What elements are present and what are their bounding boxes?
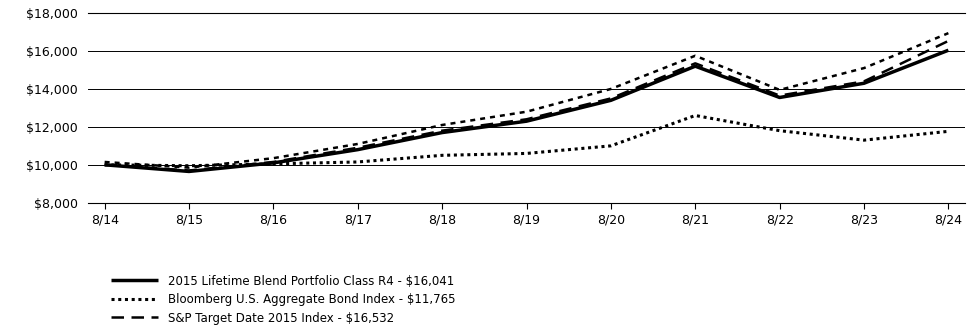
John Hancock 2015 Lifetime Index - $16,942: [267, 156, 279, 160]
2015 Lifetime Blend Portfolio Class R4 - $16,041: [689, 64, 701, 68]
Bloomberg U.S. Aggregate Bond Index - $11,765: [183, 164, 195, 168]
Bloomberg U.S. Aggregate Bond Index - $11,765: [352, 160, 364, 164]
Bloomberg U.S. Aggregate Bond Index - $11,765: [267, 162, 279, 166]
S&P Target Date 2015 Index - $16,532: [521, 117, 532, 121]
S&P Target Date 2015 Index - $16,532: [183, 168, 195, 172]
John Hancock 2015 Lifetime Index - $16,942: [943, 31, 955, 35]
S&P Target Date 2015 Index - $16,532: [436, 129, 448, 133]
Line: Bloomberg U.S. Aggregate Bond Index - $11,765: Bloomberg U.S. Aggregate Bond Index - $1…: [104, 115, 949, 166]
S&P Target Date 2015 Index - $16,532: [605, 96, 617, 100]
2015 Lifetime Blend Portfolio Class R4 - $16,041: [774, 95, 786, 99]
John Hancock 2015 Lifetime Index - $16,942: [689, 54, 701, 58]
Bloomberg U.S. Aggregate Bond Index - $11,765: [605, 144, 617, 148]
John Hancock 2015 Lifetime Index - $16,942: [98, 160, 110, 164]
S&P Target Date 2015 Index - $16,532: [267, 160, 279, 164]
S&P Target Date 2015 Index - $16,532: [98, 163, 110, 167]
S&P Target Date 2015 Index - $16,532: [352, 146, 364, 150]
John Hancock 2015 Lifetime Index - $16,942: [605, 87, 617, 91]
Bloomberg U.S. Aggregate Bond Index - $11,765: [436, 153, 448, 157]
S&P Target Date 2015 Index - $16,532: [943, 39, 955, 43]
Bloomberg U.S. Aggregate Bond Index - $11,765: [943, 129, 955, 133]
2015 Lifetime Blend Portfolio Class R4 - $16,041: [98, 163, 110, 167]
2015 Lifetime Blend Portfolio Class R4 - $16,041: [267, 161, 279, 165]
Bloomberg U.S. Aggregate Bond Index - $11,765: [689, 113, 701, 117]
John Hancock 2015 Lifetime Index - $16,942: [774, 88, 786, 92]
Bloomberg U.S. Aggregate Bond Index - $11,765: [98, 163, 110, 167]
2015 Lifetime Blend Portfolio Class R4 - $16,041: [858, 81, 870, 85]
John Hancock 2015 Lifetime Index - $16,942: [436, 123, 448, 127]
John Hancock 2015 Lifetime Index - $16,942: [183, 166, 195, 170]
Bloomberg U.S. Aggregate Bond Index - $11,765: [521, 151, 532, 155]
S&P Target Date 2015 Index - $16,532: [858, 79, 870, 83]
John Hancock 2015 Lifetime Index - $16,942: [521, 110, 532, 114]
2015 Lifetime Blend Portfolio Class R4 - $16,041: [183, 169, 195, 173]
Line: S&P Target Date 2015 Index - $16,532: S&P Target Date 2015 Index - $16,532: [104, 41, 949, 170]
2015 Lifetime Blend Portfolio Class R4 - $16,041: [943, 48, 955, 52]
Bloomberg U.S. Aggregate Bond Index - $11,765: [858, 138, 870, 142]
Line: John Hancock 2015 Lifetime Index - $16,942: John Hancock 2015 Lifetime Index - $16,9…: [104, 33, 949, 168]
John Hancock 2015 Lifetime Index - $16,942: [858, 66, 870, 70]
John Hancock 2015 Lifetime Index - $16,942: [352, 142, 364, 146]
2015 Lifetime Blend Portfolio Class R4 - $16,041: [605, 98, 617, 102]
2015 Lifetime Blend Portfolio Class R4 - $16,041: [521, 119, 532, 123]
Bloomberg U.S. Aggregate Bond Index - $11,765: [774, 129, 786, 133]
Legend: 2015 Lifetime Blend Portfolio Class R4 - $16,041, Bloomberg U.S. Aggregate Bond : 2015 Lifetime Blend Portfolio Class R4 -…: [111, 275, 455, 327]
S&P Target Date 2015 Index - $16,532: [774, 94, 786, 97]
2015 Lifetime Blend Portfolio Class R4 - $16,041: [352, 148, 364, 152]
S&P Target Date 2015 Index - $16,532: [689, 61, 701, 65]
Line: 2015 Lifetime Blend Portfolio Class R4 - $16,041: 2015 Lifetime Blend Portfolio Class R4 -…: [104, 50, 949, 171]
2015 Lifetime Blend Portfolio Class R4 - $16,041: [436, 130, 448, 134]
